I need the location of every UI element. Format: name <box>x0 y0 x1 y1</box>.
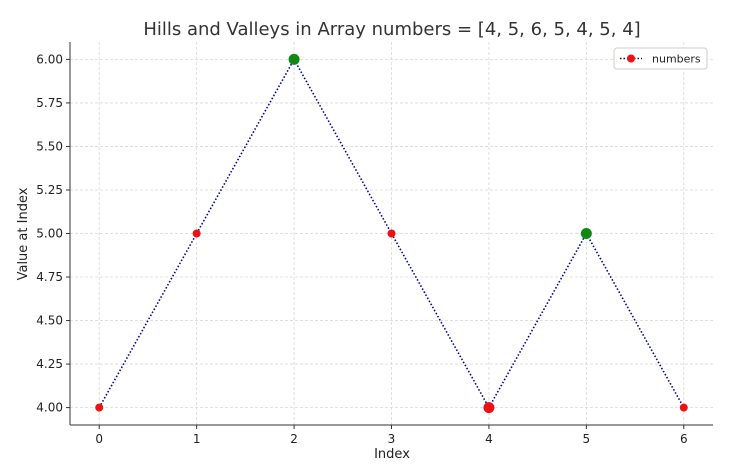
highlight-layer <box>288 53 592 414</box>
hill-point <box>580 228 592 239</box>
data-point <box>192 229 201 238</box>
valley-point <box>483 402 495 414</box>
y-tick-label: 5.25 <box>36 183 63 197</box>
y-axis-label: Value at Index <box>16 187 31 280</box>
legend-box <box>613 47 708 70</box>
data-point <box>387 229 396 238</box>
y-tick-label: 4.25 <box>36 357 63 371</box>
x-tick-label: 5 <box>583 432 591 446</box>
x-axis-label: Index <box>374 447 410 462</box>
x-ticks: 0 1 2 3 4 5 6 <box>95 425 688 446</box>
data-point <box>95 403 104 412</box>
y-tick-label: 4.75 <box>36 270 63 284</box>
chart-title: Hills and Valleys in Array numbers = [4,… <box>143 19 640 40</box>
legend-marker-swatch <box>627 54 635 63</box>
x-tick-label: 6 <box>680 432 688 446</box>
legend: numbers <box>613 47 708 70</box>
y-tick-label: 5.75 <box>36 96 63 110</box>
y-tick-label: 4.00 <box>36 401 63 415</box>
x-tick-label: 0 <box>95 432 103 446</box>
x-tick-label: 4 <box>485 432 493 446</box>
x-tick-label: 2 <box>290 432 298 446</box>
y-tick-label: 4.50 <box>36 314 63 328</box>
data-point <box>679 403 688 412</box>
y-ticks: 4.00 4.25 4.50 4.75 5.00 5.25 5.50 5.75 6.00 <box>36 52 70 415</box>
x-tick-label: 3 <box>388 432 396 446</box>
x-tick-label: 1 <box>193 432 201 446</box>
y-tick-label: 5.50 <box>36 139 63 153</box>
y-tick-label: 5.00 <box>36 227 63 241</box>
hill-point <box>288 53 300 65</box>
legend-label: numbers <box>652 53 701 66</box>
y-tick-label: 6.00 <box>36 52 63 66</box>
